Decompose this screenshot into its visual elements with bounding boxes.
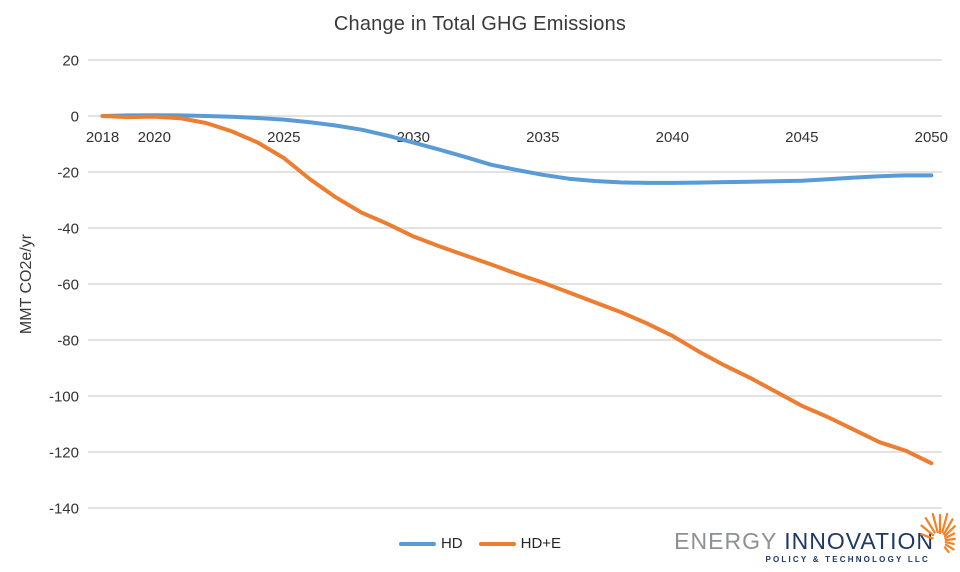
hde-series-line: [100, 114, 934, 466]
sunburst-ray: [944, 537, 957, 542]
y-tick-label: -120: [49, 445, 79, 462]
sunburst-ray: [920, 524, 935, 537]
x-tick-label: 2035: [526, 129, 559, 146]
sunburst-ray: [944, 543, 955, 551]
x-tick-label: 2018: [86, 129, 119, 146]
chart-title: Change in Total GHG Emissions: [333, 13, 627, 35]
logo-innovation-text: INNOVATION: [784, 528, 934, 554]
gridlines-group: [88, 59, 942, 509]
sunburst-ray: [920, 533, 934, 540]
x-tick-label: 2040: [656, 129, 689, 146]
sunburst-ray: [924, 516, 936, 534]
x-tick-label: 2025: [267, 129, 300, 146]
legend-swatch-hde-icon: [478, 541, 516, 546]
y-tick-label: -140: [49, 501, 79, 518]
sunburst-ray: [944, 532, 956, 540]
y-tick-label: -100: [49, 389, 79, 406]
logo-sunburst-icon: [920, 512, 957, 554]
legend-item-hd: HD: [398, 535, 463, 552]
y-tick-label: -60: [57, 277, 79, 294]
logo-tagline: POLICY & TECHNOLOGY LLC: [765, 555, 930, 564]
y-tick-label: -20: [57, 165, 79, 182]
legend: HD HD+E: [398, 535, 562, 552]
x-tick-label: 2050: [915, 129, 948, 146]
sunburst-ray: [943, 525, 956, 538]
x-tick-label: 2045: [785, 129, 818, 146]
energy-innovation-logo: ENERGY INNOVATION POLICY & TECHNOLOGY LL…: [664, 512, 957, 570]
y-tick-label: 20: [62, 53, 79, 70]
logo-wordmark: ENERGY INNOVATION: [674, 528, 934, 555]
sunburst-ray: [944, 541, 955, 545]
sunburst-ray: [943, 546, 950, 554]
legend-label-hd: HD: [440, 535, 463, 552]
hd-series-line: [100, 113, 934, 185]
y-tick-labels-group: 20 0 -20 -40 -60 -80 -100 -120 -140: [49, 53, 79, 518]
logo-energy-text: ENERGY: [674, 528, 777, 554]
legend-label-hde: HD+E: [520, 535, 562, 552]
series-group: [100, 113, 934, 466]
legend-item-hde: HD+E: [478, 535, 562, 552]
x-tick-label: 2020: [138, 129, 171, 146]
y-tick-label: -80: [57, 333, 79, 350]
legend-swatch-hd-icon: [398, 541, 436, 546]
sunburst-ray: [942, 518, 954, 536]
x-tick-labels-group: 2018 2020 2025 2030 2035 2040 2045 2050: [86, 129, 948, 146]
sunburst-ray: [931, 512, 939, 534]
y-tick-label: -40: [57, 221, 79, 238]
sunburst-ray: [941, 512, 949, 534]
y-tick-label: 0: [71, 109, 79, 126]
